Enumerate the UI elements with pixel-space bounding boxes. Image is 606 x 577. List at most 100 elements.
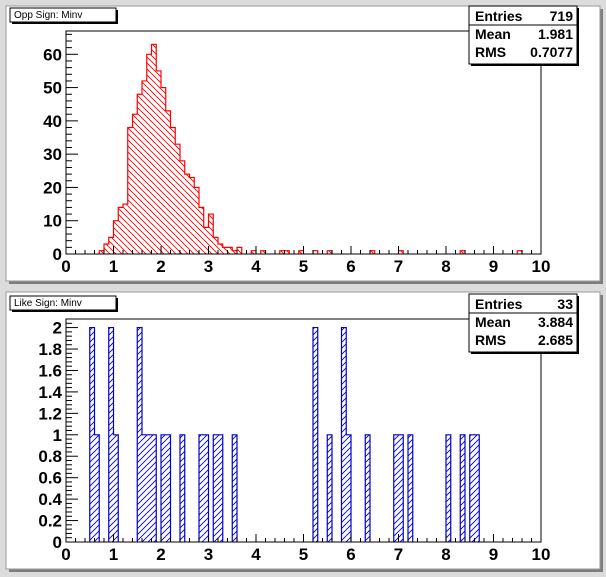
like-bin-fill <box>446 434 451 542</box>
opp-stats-label: RMS <box>475 44 506 60</box>
opp-bin-fill <box>208 214 214 254</box>
like-bin-fill <box>89 327 95 542</box>
opp-bin-fill <box>137 94 142 255</box>
opp-bin-fill <box>218 244 223 254</box>
like-stats-box <box>468 293 578 353</box>
opp-y-tick-label: 40 <box>43 112 62 131</box>
opp-bin-fill <box>123 204 128 254</box>
like-title-box <box>9 295 117 311</box>
opp-bin-fill <box>184 174 190 254</box>
opp-bin-fill <box>146 54 152 254</box>
opp-bin-fill <box>298 250 304 254</box>
like-x-tick-label: 0 <box>61 545 70 564</box>
opp-bin-fill <box>175 144 180 254</box>
opp-bin-fill <box>127 127 133 254</box>
opp-stats-label: Entries <box>475 8 523 24</box>
opp-y-tick-label: 10 <box>43 212 62 231</box>
opp-bin-fill <box>99 250 104 254</box>
opp-x-tick-label: 9 <box>489 257 498 276</box>
like-bin-fill <box>137 327 142 542</box>
like-bin-fill <box>232 434 237 542</box>
opp-y-tick-label: 30 <box>43 145 62 164</box>
opp-bin-fill <box>161 87 166 254</box>
opp-x-tick-label: 7 <box>394 257 403 276</box>
opp-bin-fill <box>222 247 228 254</box>
opp-y-tick-label: 20 <box>43 178 62 197</box>
like-x-tick-label: 6 <box>346 545 355 564</box>
opp-x-tick-label: 8 <box>441 257 450 276</box>
opp-bin-fill <box>517 250 522 254</box>
opp-bin-fill <box>370 250 375 254</box>
like-stats-label: Entries <box>475 296 523 312</box>
like-x-tick-label: 4 <box>251 545 261 564</box>
opp-bin-fill <box>180 160 185 254</box>
opp-title-box <box>9 7 117 23</box>
like-bin-fill <box>151 434 157 542</box>
like-y-tick-label: 1.6 <box>38 361 62 380</box>
opp-bin-fill <box>108 237 114 254</box>
like-bin-fill <box>393 434 399 542</box>
like-bin-fill <box>474 434 480 542</box>
like-y-tick-label: 2 <box>53 319 62 338</box>
like-x-tick-label: 9 <box>489 545 498 564</box>
opp-x-tick-label: 5 <box>299 257 308 276</box>
like-y-tick-label: 1.2 <box>38 404 62 423</box>
opp-y-tick-label: 0 <box>53 245 62 264</box>
like-y-tick-label: 0.6 <box>38 469 62 488</box>
opp-bin-fill <box>398 250 404 254</box>
opp-bin-fill <box>327 250 332 254</box>
like-y-tick-label: 1.8 <box>38 340 62 359</box>
like-bin-fill <box>365 434 370 542</box>
opp-x-tick-label: 6 <box>346 257 355 276</box>
like-bin-fill <box>213 434 218 542</box>
like-x-tick-label: 10 <box>532 545 551 564</box>
opp-bin-fill <box>113 220 119 254</box>
like-bin-fill <box>346 434 351 542</box>
opp-bin-fill <box>284 250 290 254</box>
like-bin-fill <box>203 434 209 542</box>
like-y-tick-label: 0 <box>53 533 62 552</box>
like-x-tick-label: 7 <box>394 545 403 564</box>
opp-bin-fill <box>260 250 266 254</box>
opp-x-tick-label: 2 <box>156 257 165 276</box>
like-bin-fill <box>398 434 404 542</box>
like-bin-fill <box>199 434 204 542</box>
like-bin-fill <box>165 434 171 542</box>
opp-bin-fill <box>279 250 285 254</box>
like-y-tick-label: 0.2 <box>38 512 62 531</box>
opp-sign-histogram-pad: 0 1 2 3 4 5 6 7 8 9 10 0 10 20 30 40 50 60 Opp Sign: Minv E… <box>5 5 603 284</box>
like-x-tick-label: 8 <box>441 545 450 564</box>
opp-bin-fill <box>118 207 123 254</box>
opp-stats-value: 719 <box>550 8 574 24</box>
like-bin-fill <box>313 327 318 542</box>
like-x-tick-label: 1 <box>109 545 118 564</box>
opp-stats-value: 0.7077 <box>530 44 573 60</box>
opp-stats-value: 1.981 <box>538 26 573 42</box>
like-stats-label: Mean <box>475 314 511 330</box>
like-x-tick-label: 2 <box>156 545 165 564</box>
like-bin-fill <box>469 434 475 542</box>
like-stats-label: RMS <box>475 332 506 348</box>
opp-y-tick-label: 50 <box>43 79 62 98</box>
like-bin-fill <box>146 434 152 542</box>
opp-y-tick-label: 60 <box>43 45 62 64</box>
opp-bin-fill <box>132 114 138 254</box>
like-stats-value: 33 <box>557 296 573 312</box>
like-bin-fill <box>327 434 332 542</box>
opp-bin-fill <box>170 127 176 254</box>
opp-bin-fill <box>213 237 218 254</box>
like-bin-fill <box>341 327 347 542</box>
like-x-tick-label: 5 <box>299 545 308 564</box>
like-bin-fill <box>408 434 413 542</box>
like-bin-fill <box>218 434 223 542</box>
opp-bin-fill <box>460 250 465 254</box>
opp-x-tick-label: 1 <box>109 257 118 276</box>
like-sign-histogram-pad: 0 1 2 3 4 5 6 7 8 9 10 0 0.2 0.4 0.6 0.8 1 1.2 1.4 1.6 1.8 2 L… <box>5 291 603 572</box>
opp-bin-fill <box>151 44 157 255</box>
opp-x-tick-label: 4 <box>251 257 261 276</box>
like-chart-title: Like Sign: Minv <box>14 298 82 309</box>
opp-bin-fill <box>227 247 233 254</box>
opp-bin-fill <box>203 227 209 254</box>
opp-bin-fill <box>199 207 204 254</box>
like-bin-fill <box>180 434 185 542</box>
